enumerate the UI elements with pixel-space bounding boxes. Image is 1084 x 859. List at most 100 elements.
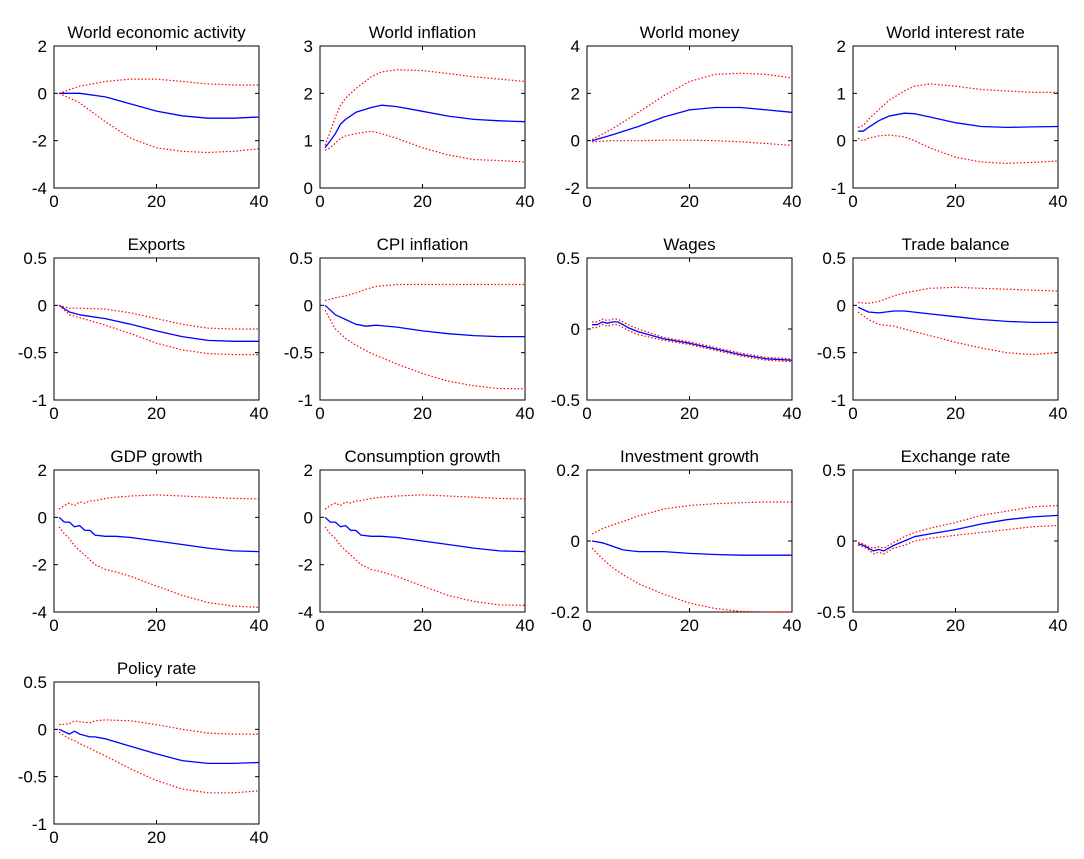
panel-title: Consumption growth xyxy=(345,447,501,466)
upper-band-line xyxy=(59,719,259,735)
y-tick-label: 0.2 xyxy=(556,461,580,480)
x-tick-label: 0 xyxy=(848,616,857,635)
x-tick-label: 20 xyxy=(147,616,166,635)
y-tick-label: 1 xyxy=(837,84,846,103)
panel-10: Consumption growth 0 20 40 -4 -2 0 2 xyxy=(298,447,535,635)
x-tick-label: 0 xyxy=(315,404,324,423)
y-tick-label: 2 xyxy=(837,37,846,56)
x-tick-label: 20 xyxy=(946,192,965,211)
y-tick-label: -4 xyxy=(32,179,47,198)
panel-title: Exports xyxy=(128,235,186,254)
x-tick-label: 0 xyxy=(582,616,591,635)
x-tick-label: 0 xyxy=(315,616,324,635)
plot-frame xyxy=(319,45,526,189)
upper-band-line xyxy=(324,69,526,146)
x-tick-label: 40 xyxy=(250,192,269,211)
lower-band-line xyxy=(592,324,793,363)
lower-band-line xyxy=(58,304,259,356)
upper-band-line xyxy=(324,494,526,510)
x-tick-label: 40 xyxy=(250,616,269,635)
y-tick-label: -0.5 xyxy=(284,344,313,363)
y-tick-label: 0 xyxy=(304,179,313,198)
x-tick-label: 20 xyxy=(946,616,965,635)
panel-13: Policy rate 0 20 40 -1 -0.5 0 0.5 xyxy=(18,659,269,847)
y-tick-label: -2 xyxy=(565,179,580,198)
lower-band-line xyxy=(857,134,1059,164)
plot-frame xyxy=(319,257,526,401)
plot-frame xyxy=(53,681,260,825)
x-tick-label: 40 xyxy=(516,404,535,423)
lower-band-line xyxy=(58,92,260,154)
median-line xyxy=(324,304,525,338)
y-tick-label: -0.5 xyxy=(18,344,47,363)
y-tick-label: -0.5 xyxy=(817,344,846,363)
y-tick-label: -1 xyxy=(831,179,846,198)
x-tick-label: 0 xyxy=(49,404,58,423)
upper-band-line xyxy=(324,283,525,302)
x-tick-label: 40 xyxy=(516,616,535,635)
panel-title: Trade balance xyxy=(901,235,1009,254)
panel-title: Investment growth xyxy=(620,447,759,466)
median-line xyxy=(58,304,259,342)
y-tick-label: -2 xyxy=(32,556,47,575)
x-tick-label: 0 xyxy=(49,828,58,847)
lower-band-line xyxy=(592,139,793,146)
lower-band-line xyxy=(324,130,526,163)
panel-8: Trade balance 0 20 40 -1 -0.5 0 0.5 xyxy=(817,235,1068,423)
x-tick-label: 40 xyxy=(1049,192,1068,211)
median-line xyxy=(857,306,1058,324)
upper-band-line xyxy=(857,504,1059,549)
y-tick-label: -0.5 xyxy=(817,603,846,622)
lower-band-line xyxy=(58,526,260,608)
median-line xyxy=(324,104,526,149)
x-tick-label: 0 xyxy=(848,404,857,423)
x-tick-label: 0 xyxy=(49,192,58,211)
x-tick-label: 0 xyxy=(848,192,857,211)
y-tick-label: 2 xyxy=(38,461,47,480)
y-tick-label: 2 xyxy=(571,84,580,103)
lower-band-line xyxy=(324,526,526,606)
y-tick-label: 0 xyxy=(571,532,580,551)
y-tick-label: -0.5 xyxy=(551,391,580,410)
y-tick-label: 0 xyxy=(837,296,846,315)
x-tick-label: 40 xyxy=(516,192,535,211)
panel-title: World interest rate xyxy=(886,23,1025,42)
x-tick-label: 0 xyxy=(49,616,58,635)
x-tick-label: 40 xyxy=(1049,616,1068,635)
x-tick-label: 20 xyxy=(147,828,166,847)
lower-band-line xyxy=(857,524,1059,555)
plot-frame xyxy=(586,469,793,613)
upper-band-line xyxy=(591,501,792,535)
panel-title: World money xyxy=(640,23,740,42)
y-tick-label: 0 xyxy=(38,508,47,527)
panel-title: CPI inflation xyxy=(377,235,469,254)
plot-frame xyxy=(852,469,1059,613)
y-tick-label: -2 xyxy=(32,132,47,151)
x-tick-label: 20 xyxy=(413,404,432,423)
y-tick-label: 2 xyxy=(304,461,313,480)
x-tick-label: 20 xyxy=(946,404,965,423)
panel-2: World inflation 0 20 40 0 1 2 3 xyxy=(304,23,535,211)
upper-band-line xyxy=(591,72,793,141)
x-tick-label: 20 xyxy=(413,192,432,211)
median-line xyxy=(324,516,526,553)
median-line xyxy=(591,106,793,142)
y-tick-label: 3 xyxy=(304,37,313,56)
x-tick-label: 40 xyxy=(1049,404,1068,423)
x-tick-label: 20 xyxy=(147,192,166,211)
median-line xyxy=(857,514,1059,552)
panel-5: Exports 0 20 40 -1 -0.5 0 0.5 xyxy=(18,235,269,423)
lower-band-line xyxy=(58,731,260,794)
x-tick-label: 40 xyxy=(783,616,802,635)
y-tick-label: 0.5 xyxy=(556,249,580,268)
y-tick-label: 0 xyxy=(571,320,580,339)
plot-frame xyxy=(586,45,793,189)
y-tick-label: -1 xyxy=(831,391,846,410)
y-tick-label: 0 xyxy=(38,296,47,315)
y-tick-label: 2 xyxy=(38,37,47,56)
y-tick-label: -1 xyxy=(298,391,313,410)
